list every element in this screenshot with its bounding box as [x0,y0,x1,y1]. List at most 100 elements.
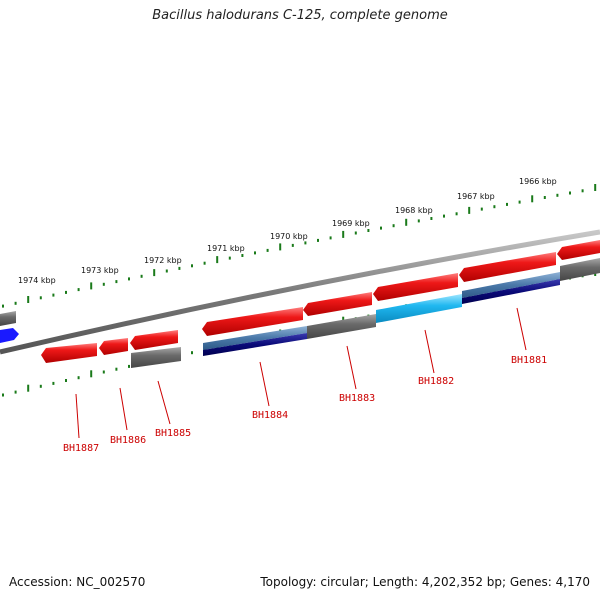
outer-ruler-ticks [2,184,597,308]
outer-ruler-minor-tick [178,266,181,270]
outer-ruler-minor-tick [543,196,546,199]
leader-BH1881 [516,307,527,351]
gene-label-BH1882[interactable]: BH1882 [418,376,454,387]
gene-feature-blue-left[interactable] [0,328,19,343]
outer-ruler-major-tick [153,269,156,277]
gene-feature-BH1886[interactable] [99,338,128,355]
gene-feature-BH1882[interactable] [373,273,458,301]
gene-feature-gray-left[interactable] [0,311,16,326]
inner-ruler-minor-tick [2,393,4,397]
inner-ruler-minor-tick [65,379,67,382]
gene-label-BH1881[interactable]: BH1881 [511,355,547,366]
leader-BH1884 [259,361,270,407]
outer-ruler-minor-tick [2,304,4,308]
outer-ruler-minor-tick [266,248,269,252]
gene-feature-BH1887[interactable] [41,343,97,363]
outer-ruler-minor-tick [191,264,193,268]
leader-BH1882 [424,329,435,374]
leader-BH1883 [346,345,357,390]
gene-feature-BH1885[interactable] [130,330,178,350]
outer-ruler-major-tick [342,230,345,238]
ruler-label-1973: 1973 kbp [81,266,119,275]
gene-feature-gray-right[interactable] [560,258,600,281]
genome-backbone [0,229,600,355]
outer-ruler-minor-tick [518,200,521,204]
gene-leader-lines [75,307,527,439]
ruler-labels: 1974 kbp 1973 kbp 1972 kbp 1971 kbp 1970… [18,177,557,285]
outer-ruler-minor-tick [506,202,508,206]
ruler-label-1969: 1969 kbp [332,219,370,228]
outer-ruler-minor-tick [417,219,420,223]
inner-ruler-minor-tick [115,367,118,371]
outer-ruler-minor-tick [367,229,370,232]
outer-ruler-minor-tick [77,288,80,292]
outer-ruler-major-tick [405,218,408,226]
leader-BH1886 [119,387,128,431]
outer-ruler-minor-tick [430,217,433,220]
accession-text: Accession: NC_002570 [9,575,146,589]
feature-band-steel-1[interactable] [203,326,307,350]
gene-feature-gray-BH1885[interactable] [131,347,181,368]
outer-ruler-major-tick [27,296,30,303]
outer-ruler-major-tick [594,184,597,191]
feature-band-navy-2[interactable] [462,279,560,304]
gene-label-BH1883[interactable]: BH1883 [339,393,375,404]
outer-ruler-minor-tick [493,205,496,209]
outer-ruler-minor-tick [392,224,395,228]
outer-ruler-minor-tick [128,277,130,281]
outer-ruler-minor-tick [241,254,244,257]
inner-ruler-minor-tick [102,370,105,374]
outer-ruler-minor-tick [203,261,206,265]
ruler-label-1970: 1970 kbp [270,232,308,241]
outer-ruler-minor-tick [380,226,382,230]
inner-ruler-major-tick [90,370,93,378]
gene-label-BH1885[interactable]: BH1885 [155,428,191,439]
outer-ruler-minor-tick [304,241,307,245]
feature-band-steel-2[interactable] [462,272,560,298]
inner-ruler-major-tick [27,384,30,392]
outer-ruler-major-tick [216,256,219,264]
ruler-label-1968: 1968 kbp [395,206,433,215]
gene-feature-BH1881[interactable] [459,252,556,282]
ruler-label-1966: 1966 kbp [519,177,557,186]
outer-ruler-minor-tick [39,296,42,300]
outer-ruler-minor-tick [455,212,458,216]
ruler-label-1971: 1971 kbp [207,244,245,253]
outer-ruler-minor-tick [291,243,294,247]
outer-ruler-minor-tick [65,290,67,294]
outer-ruler-minor-tick [569,191,571,195]
outer-ruler-minor-tick [14,301,17,305]
outer-ruler-minor-tick [480,207,483,211]
leader-BH1887 [75,393,80,439]
gene-feature-gray-BH1883[interactable] [307,314,376,339]
outer-ruler-minor-tick [443,214,445,218]
gene-labels: BH1887 BH1886 BH1885 BH1884 BH1883 BH188… [63,355,547,454]
gene-feature-BH1883[interactable] [303,292,372,316]
leader-BH1885 [157,380,171,425]
inner-ruler-minor-tick [191,351,193,355]
outer-ruler-minor-tick [140,274,143,278]
ruler-label-1967: 1967 kbp [457,192,495,201]
ruler-label-1972: 1972 kbp [144,256,182,265]
inner-ruler-minor-tick [39,384,42,388]
topology-text: Topology: circular; Length: 4,202,352 bp… [260,575,590,589]
outer-ruler-major-tick [531,195,534,203]
gene-label-BH1884[interactable]: BH1884 [252,410,288,421]
outer-ruler-major-tick [279,243,282,251]
gene-feature-cyan-BH1882[interactable] [376,294,462,323]
inner-ruler-minor-tick [128,364,130,368]
map-title: Bacillus halodurans C-125, complete geno… [152,8,448,23]
outer-ruler-major-tick [468,206,471,214]
outer-ruler-minor-tick [52,293,55,297]
outer-ruler-minor-tick [581,189,584,193]
gene-label-BH1886[interactable]: BH1886 [110,435,146,446]
feature-band-navy-1[interactable] [203,333,307,356]
outer-ruler-minor-tick [329,236,332,240]
outer-ruler-minor-tick [228,256,231,260]
gene-label-BH1887[interactable]: BH1887 [63,443,99,454]
outer-ruler-minor-tick [102,282,105,286]
outer-ruler-minor-tick [317,238,319,242]
gene-feature-red-right[interactable] [557,240,600,260]
gene-feature-BH1884[interactable] [202,307,303,336]
